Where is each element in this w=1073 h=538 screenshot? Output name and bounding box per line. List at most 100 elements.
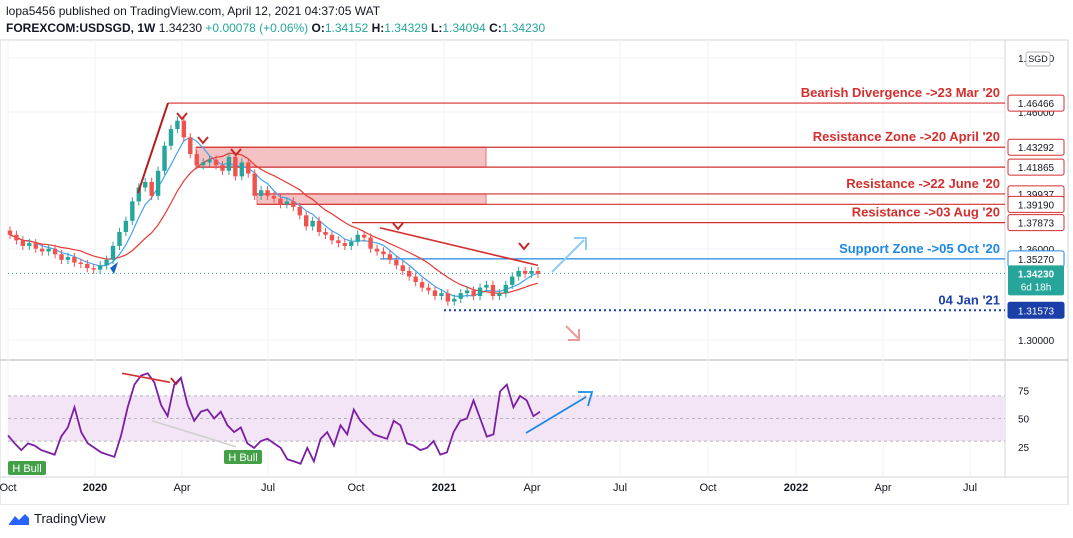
symbol-info-bar: FOREXCOM:USDSGD, 1W 1.34230 +0.00078 (+0… [6,21,545,35]
time-tick-label: Jul [261,482,275,494]
candle [303,211,309,231]
candle-body [445,293,451,302]
candle-body [194,154,199,166]
axes: Oct 2020 Apr Jul Oct 2021 Apr Jul Oct 2022 Apr Jul 1… [0,51,1065,494]
bullish-projection-arrow [551,239,585,273]
candle [252,169,257,200]
candle [439,289,444,301]
bearish-projection-arrow [565,325,579,339]
time-tick-label: Jul [963,482,977,494]
candle [33,238,38,253]
candle [329,230,335,245]
candle [168,124,174,150]
candle-body [213,159,219,166]
level-label: Resistance ->03 Aug '20 [852,205,1000,220]
candle [413,272,418,287]
candle-body [303,215,309,227]
rsi-line [7,372,541,465]
candle [220,161,225,175]
rsi-tick-label: 50 [1018,415,1030,426]
candle-body [329,234,335,241]
candle [104,255,109,270]
candle [471,286,476,301]
price-tag-box [1007,138,1065,156]
candle-body [271,195,277,199]
candle-body [419,282,425,288]
candle-body [323,232,328,235]
candle-body [91,268,96,270]
bearish-divergence-trendline [137,102,169,194]
close-label: C: [489,21,502,35]
candle [110,241,116,264]
candle-body [104,259,109,266]
candle-body [136,187,141,202]
candle [149,177,154,200]
candle-body [452,298,457,302]
candle [59,250,64,264]
candle-body [503,284,509,294]
candle [464,286,470,298]
candle-body [387,254,393,260]
symbol-label[interactable]: FOREXCOM:USDSGD, 1W [6,21,156,35]
time-tick-label: Oct [347,482,364,494]
candle-body [484,284,489,288]
last-price: 1.34230 [158,21,203,35]
price-tag-box [1007,94,1065,112]
candle [336,236,341,248]
candle-body [278,198,283,205]
annotations: Bearish Divergence ->23 Mar '20 Resistanc… [110,85,1000,386]
candle [535,266,541,278]
level-lines [8,102,1005,312]
candle [207,155,212,167]
price-tag: 1.35270 [1007,250,1065,268]
price-tag-box [1007,301,1065,319]
candle-body [258,190,264,196]
candle-body [233,156,238,177]
candle [387,250,393,264]
candle-body [407,270,412,277]
candle-body [72,257,77,263]
candle-body [374,248,380,252]
candle [291,197,296,212]
tradingview-footer[interactable]: TradingView [8,511,106,526]
h-bull-badge: H Bull [224,450,262,464]
chart-canvas[interactable]: Bearish Divergence ->23 Mar '20 Resistanc… [0,0,1073,505]
candle-body [226,156,232,171]
candlesticks [7,116,541,306]
current-price-value: 1.34230 [1018,269,1055,280]
candle-body [46,248,51,252]
candle-body [239,162,245,177]
candle-body [490,284,496,296]
candle-body [162,145,167,171]
candle-body [535,270,541,274]
chevron-down-icon [230,148,242,157]
candle [200,158,206,170]
candle [419,277,425,292]
candle [72,252,77,267]
candle [97,261,103,274]
currency-badge-label: SGD [1028,54,1048,64]
h-bull-badge-box [224,450,262,464]
candle [323,227,328,239]
price-tick-label: 1.30000 [1018,336,1055,347]
price-tag-value: 1.39937 [1018,190,1055,201]
current-price-box [1008,265,1064,296]
open-value: 1.34152 [324,21,369,35]
candle [503,280,509,298]
candle [39,244,45,256]
tradingview-logo-icon [9,513,29,525]
candle-body [477,287,483,296]
chart-frame [0,39,1069,505]
price-tag-box [1007,158,1065,176]
time-tick-label: Apr [874,482,891,494]
candle [233,152,238,181]
candle [484,280,489,292]
arrow-up-right-icon [578,391,594,407]
candle [239,158,245,181]
candle-body [20,240,26,246]
candle [426,283,431,295]
candle [297,202,302,220]
resistance-zones [195,146,487,205]
candle-body [252,173,257,196]
candle [143,177,148,192]
